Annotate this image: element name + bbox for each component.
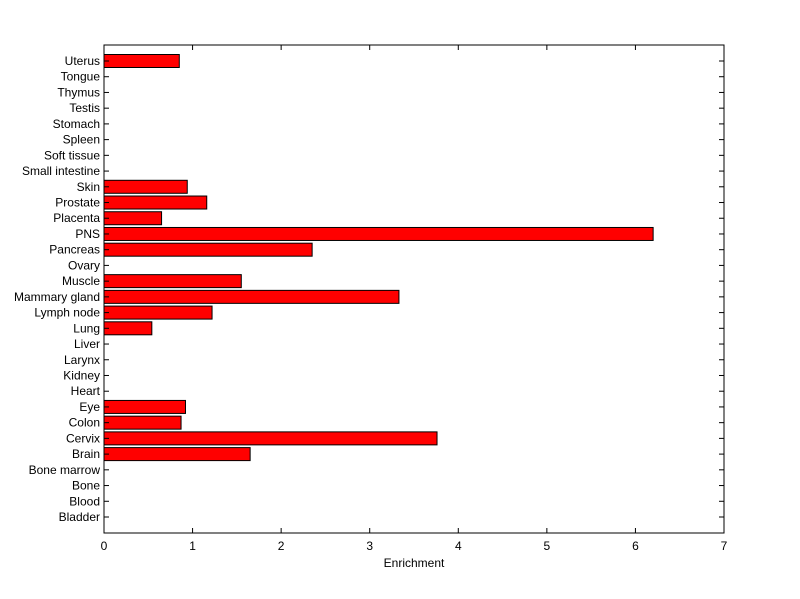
x-tick-label: 2 bbox=[278, 539, 285, 553]
y-tick-label: Tongue bbox=[61, 70, 101, 84]
y-tick-label: Pancreas bbox=[49, 243, 100, 257]
y-tick-label: Brain bbox=[72, 447, 100, 461]
y-tick-label: Eye bbox=[79, 400, 100, 414]
y-tick-label: Bladder bbox=[59, 510, 100, 524]
bar-uterus bbox=[103, 54, 180, 68]
y-tick-label: Testis bbox=[69, 101, 100, 115]
bar-prostate bbox=[103, 195, 208, 210]
x-tick-label: 1 bbox=[189, 539, 196, 553]
bar-cervix bbox=[103, 431, 438, 446]
y-tick-label: Blood bbox=[69, 494, 100, 508]
y-tick-label: Larynx bbox=[64, 353, 100, 367]
bar-muscle bbox=[103, 274, 242, 289]
y-tick-label: Uterus bbox=[65, 54, 100, 68]
bar-colon bbox=[103, 415, 182, 430]
bar-lung bbox=[103, 321, 153, 336]
x-tick-label: 3 bbox=[366, 539, 373, 553]
x-ticks-group: 0 1 2 3 4 5 6 7 bbox=[101, 45, 728, 553]
y-tick-label: Bone bbox=[72, 479, 100, 493]
bar-skin bbox=[103, 179, 188, 194]
y-tick-label: Mammary gland bbox=[14, 290, 100, 304]
y-tick-label: Cervix bbox=[66, 431, 100, 445]
y-tick-label: Thymus bbox=[57, 85, 100, 99]
x-tick-label: 7 bbox=[721, 539, 728, 553]
x-tick-label: 5 bbox=[544, 539, 551, 553]
y-tick-label: Soft tissue bbox=[44, 148, 100, 162]
y-tick-label: Prostate bbox=[55, 196, 100, 210]
bar-eye bbox=[103, 399, 186, 414]
y-tick-label: PNS bbox=[75, 227, 100, 241]
y-tick-label: Skin bbox=[77, 180, 100, 194]
plot-frame bbox=[103, 44, 725, 534]
bar-pns bbox=[103, 226, 654, 241]
y-tick-label: Kidney bbox=[63, 368, 100, 382]
y-tick-label: Muscle bbox=[62, 274, 100, 288]
bar-lymph-node bbox=[103, 305, 213, 320]
y-tick-label: Stomach bbox=[53, 117, 100, 131]
y-tick-label: Colon bbox=[69, 416, 100, 430]
y-tick-label: Small intestine bbox=[22, 164, 100, 178]
x-tick-label: 0 bbox=[101, 539, 108, 553]
y-tick-label: Bone marrow bbox=[29, 463, 101, 477]
y-tick-label: Heart bbox=[71, 384, 101, 398]
x-axis-title: Enrichment bbox=[384, 556, 445, 570]
x-tick-label: 6 bbox=[632, 539, 639, 553]
y-tick-label: Lymph node bbox=[34, 306, 100, 320]
y-tick-label: Spleen bbox=[63, 133, 100, 147]
y-tick-label: Lung bbox=[73, 321, 100, 335]
bar-mammary-gland bbox=[103, 289, 400, 304]
y-tick-label: Ovary bbox=[68, 258, 100, 272]
bar-placenta bbox=[103, 211, 163, 226]
bar-brain bbox=[103, 447, 251, 462]
bar-pancreas bbox=[103, 242, 313, 257]
y-tick-label: Liver bbox=[74, 337, 100, 351]
y-tick-label: Placenta bbox=[53, 211, 100, 225]
x-tick-label: 4 bbox=[455, 539, 462, 553]
